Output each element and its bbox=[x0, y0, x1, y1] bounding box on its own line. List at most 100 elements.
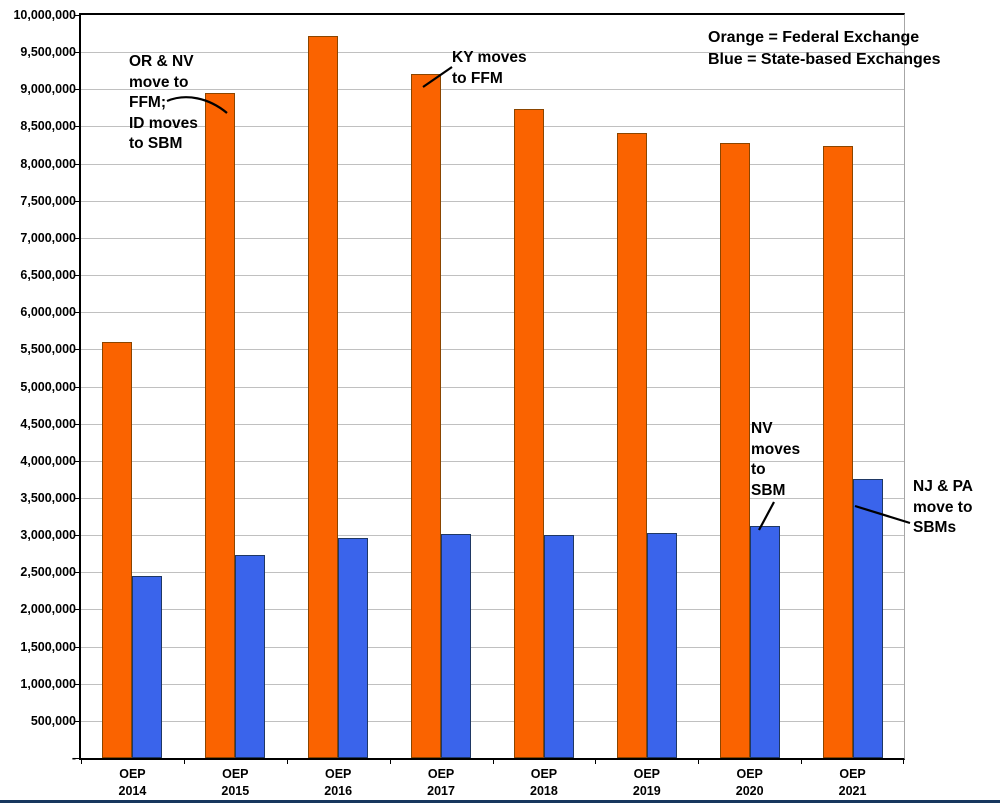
gridline bbox=[81, 237, 904, 239]
category-group-2021 bbox=[801, 146, 904, 758]
y-axis-tick bbox=[74, 52, 80, 54]
annotation-line: NJ & PA bbox=[913, 478, 974, 495]
category-group-2019 bbox=[595, 133, 698, 758]
y-axis-tick bbox=[74, 758, 80, 759]
bar-state-2017 bbox=[441, 534, 472, 758]
annotation-line: to FFM bbox=[452, 69, 503, 87]
y-axis-tick bbox=[74, 423, 80, 425]
gridline bbox=[81, 460, 904, 462]
gridline bbox=[81, 200, 904, 202]
gridline bbox=[81, 720, 904, 722]
bar-state-2014 bbox=[132, 576, 163, 758]
gridline bbox=[81, 646, 904, 648]
x-axis-label-line: 2015 bbox=[221, 784, 250, 798]
gridline bbox=[81, 312, 904, 314]
category-group-2018 bbox=[493, 109, 596, 758]
y-axis-tick bbox=[74, 646, 80, 648]
annotation-line: KY moves bbox=[452, 49, 527, 66]
y-axis-label: 9,500,000 bbox=[20, 45, 76, 60]
y-axis-label: - bbox=[0, 749, 88, 767]
y-axis-label: 1,500,000 bbox=[20, 639, 76, 654]
y-axis-tick bbox=[74, 460, 80, 462]
x-axis-label-2017: OEP 2017 bbox=[390, 766, 493, 800]
x-axis-label-line: OEP bbox=[427, 767, 455, 781]
gridline bbox=[81, 386, 904, 388]
y-axis-tick bbox=[74, 275, 80, 277]
y-axis-label: 8,500,000 bbox=[20, 119, 76, 134]
y-axis-tick bbox=[74, 349, 80, 351]
y-axis-tick bbox=[74, 89, 80, 91]
x-axis-label-2021: OEP 2021 bbox=[801, 766, 904, 800]
y-axis-label: 4,500,000 bbox=[20, 416, 76, 431]
x-axis-label-2019: OEP 2019 bbox=[595, 766, 698, 800]
x-axis-tick bbox=[183, 760, 185, 764]
gridline bbox=[81, 52, 904, 54]
y-axis-label: 3,000,000 bbox=[20, 528, 76, 543]
x-axis-tick bbox=[389, 760, 391, 764]
y-axis-tick bbox=[74, 720, 80, 722]
x-axis-label-line: 2017 bbox=[427, 784, 455, 798]
bar-state-2020 bbox=[749, 526, 780, 758]
annotation-ky: KY moves to FFM bbox=[452, 48, 527, 89]
y-axis-label: 1,000,000 bbox=[20, 676, 76, 691]
gridline bbox=[81, 126, 904, 128]
x-axis-label-line: 2016 bbox=[324, 784, 353, 798]
x-axis-label-2014: OEP 2014 bbox=[81, 766, 184, 800]
x-axis-label-line: 2014 bbox=[118, 784, 147, 798]
bar-federal-2016 bbox=[308, 36, 339, 758]
y-axis-tick bbox=[74, 683, 80, 685]
gridline bbox=[81, 609, 904, 611]
bar-federal-2019 bbox=[616, 133, 647, 758]
x-axis-label-line: OEP bbox=[736, 767, 763, 781]
x-axis-label-2016: OEP 2016 bbox=[287, 766, 390, 800]
x-axis-tick bbox=[286, 760, 288, 764]
y-axis-label: 6,000,000 bbox=[20, 305, 76, 320]
annotation-nv: NV moves to SBM bbox=[751, 419, 800, 501]
y-axis-tick bbox=[74, 15, 80, 16]
annotation-line: OR & NV bbox=[129, 53, 194, 70]
y-axis-label: 9,000,000 bbox=[20, 82, 76, 97]
annotation-line: move to bbox=[129, 73, 189, 91]
y-axis-label: 6,500,000 bbox=[20, 268, 76, 283]
x-axis-tick bbox=[903, 760, 904, 764]
gridline bbox=[81, 535, 904, 537]
annotation-line: NV bbox=[751, 420, 773, 437]
gridline bbox=[81, 572, 904, 574]
y-axis-label: 2,000,000 bbox=[20, 602, 76, 617]
y-axis-tick bbox=[74, 609, 80, 611]
annotation-line: SBM bbox=[751, 481, 786, 499]
y-axis-tick bbox=[74, 312, 80, 314]
y-axis-label: 7,500,000 bbox=[20, 193, 76, 208]
gridline bbox=[81, 163, 904, 165]
bar-federal-2018 bbox=[513, 109, 544, 758]
x-axis-tick bbox=[595, 760, 597, 764]
y-axis-tick bbox=[74, 572, 80, 574]
x-axis-label-line: OEP bbox=[633, 767, 661, 781]
annotation-or-nv: OR & NV move to FFM; ID moves to SBM bbox=[129, 52, 198, 155]
x-axis-label-line: OEP bbox=[530, 767, 558, 781]
y-axis-label: 8,000,000 bbox=[20, 156, 76, 171]
y-axis-label: 3,500,000 bbox=[20, 490, 76, 505]
y-axis-label: 4,000,000 bbox=[20, 453, 76, 468]
y-axis-tick bbox=[74, 535, 80, 537]
x-axis-label-line: 2020 bbox=[735, 784, 764, 798]
annotation-line: moves bbox=[751, 440, 801, 458]
bar-state-2015 bbox=[235, 555, 266, 758]
gridline bbox=[81, 423, 904, 425]
bar-federal-2020 bbox=[719, 143, 750, 758]
bar-federal-2017 bbox=[411, 74, 442, 758]
bar-state-2021 bbox=[852, 479, 883, 758]
gridline bbox=[81, 683, 904, 685]
x-axis-tick bbox=[801, 760, 803, 764]
annotation-line: ID moves bbox=[129, 114, 198, 132]
bar-federal-2014 bbox=[102, 342, 133, 758]
annotation-line: SBMs bbox=[913, 519, 957, 536]
y-axis-tick bbox=[74, 126, 80, 128]
x-axis-label-line: 2018 bbox=[530, 784, 558, 798]
gridline bbox=[81, 349, 904, 351]
gridline bbox=[81, 275, 904, 277]
y-axis-label: 10,000,000 bbox=[13, 8, 76, 22]
annotation-line: move to bbox=[913, 498, 973, 516]
category-group-2020 bbox=[698, 143, 801, 758]
annotation-line: to bbox=[751, 461, 766, 478]
